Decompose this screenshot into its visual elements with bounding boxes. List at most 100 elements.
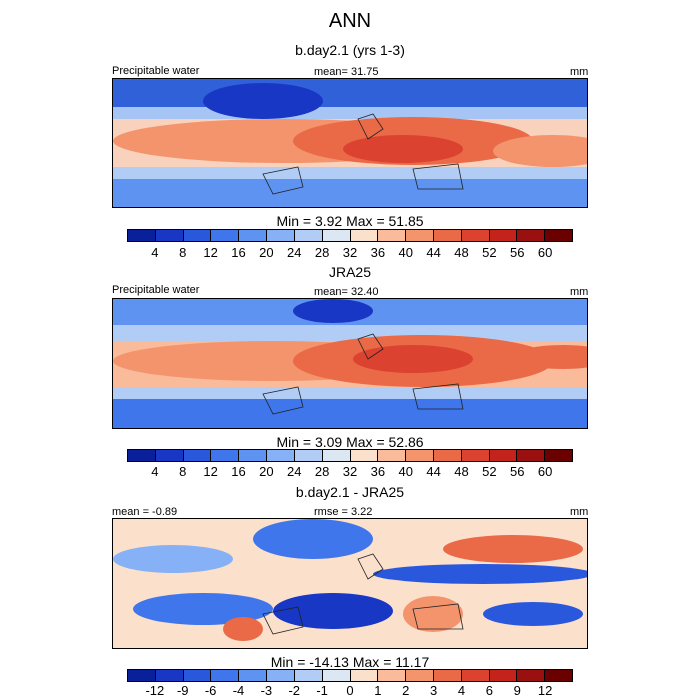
panel-2-colorbar-ticks: 4 8 12 16 20 24 28 32 36 40 44 48 52 56 60 bbox=[127, 464, 573, 480]
panel-2-warm-core bbox=[353, 345, 473, 373]
panel-3-warm-npac bbox=[443, 535, 583, 563]
colorbar-tick-label: -4 bbox=[232, 683, 245, 698]
colorbar-swatch bbox=[461, 230, 490, 241]
colorbar-tick-label: 60 bbox=[537, 245, 553, 260]
panel-3-cold-north bbox=[253, 519, 373, 559]
colorbar-tick-label: 40 bbox=[398, 464, 413, 479]
colorbar-tick-label: -1 bbox=[316, 683, 328, 698]
colorbar-tick-label: 16 bbox=[231, 464, 246, 479]
panel-3-map bbox=[112, 518, 588, 649]
panel-3-colorbar-ticks: -12 -9 -6 -4 -3 -2 -1 0 1 2 3 4 6 9 12 bbox=[127, 683, 573, 699]
colorbar-swatch bbox=[128, 670, 156, 681]
colorbar-swatch bbox=[155, 450, 184, 461]
colorbar-swatch bbox=[155, 230, 184, 241]
panel-2-minmax: Min = 3.09 Max = 52.86 bbox=[276, 434, 424, 450]
panel-3-warm-australia bbox=[403, 596, 463, 632]
panel-2-title: JRA25 bbox=[328, 264, 372, 280]
colorbar-swatch bbox=[489, 450, 518, 461]
panel-2-units: mm bbox=[570, 286, 589, 298]
panel-2-warm-east bbox=[513, 345, 587, 369]
colorbar-swatch bbox=[267, 230, 295, 241]
colorbar-tick-label: 9 bbox=[513, 683, 521, 698]
colorbar-tick-label: 48 bbox=[454, 464, 469, 479]
colorbar-swatch bbox=[128, 450, 156, 461]
colorbar-tick-label: 32 bbox=[342, 245, 358, 260]
colorbar-tick-label: 48 bbox=[454, 245, 469, 260]
colorbar-tick-label: 52 bbox=[482, 464, 497, 479]
colorbar-swatch bbox=[545, 670, 572, 681]
panel-1-title: b.day2.1 (yrs 1-3) bbox=[295, 42, 405, 58]
colorbar-swatch bbox=[183, 230, 212, 241]
colorbar-tick-label: 3 bbox=[430, 683, 438, 698]
panel-1-mean-label: mean= 31.75 bbox=[314, 66, 379, 78]
colorbar-tick-label: 16 bbox=[231, 245, 246, 260]
panel-1-units: mm bbox=[570, 66, 589, 78]
colorbar-swatch bbox=[433, 670, 462, 681]
panel-2-band-c bbox=[113, 387, 587, 401]
colorbar-swatch bbox=[267, 670, 295, 681]
colorbar-tick-label: 44 bbox=[426, 464, 441, 479]
colorbar-swatch bbox=[517, 450, 546, 461]
colorbar-swatch bbox=[489, 670, 518, 681]
panel-2-cold-pole bbox=[293, 299, 373, 323]
colorbar-tick-label: 4 bbox=[151, 464, 159, 479]
colorbar-swatch bbox=[183, 450, 212, 461]
colorbar-swatch bbox=[545, 450, 572, 461]
figure-title: ANN bbox=[328, 10, 372, 32]
colorbar-tick-label: 24 bbox=[287, 464, 302, 479]
panel-3-cool-west bbox=[113, 545, 233, 573]
colorbar-tick-label: 20 bbox=[259, 464, 274, 479]
colorbar-tick-label: 8 bbox=[179, 464, 187, 479]
panel-1-minmax: Min = 3.92 Max = 51.85 bbox=[276, 213, 424, 229]
colorbar-swatch bbox=[128, 230, 156, 241]
panel-1-map bbox=[112, 78, 588, 208]
panel-1-field bbox=[113, 79, 587, 207]
panel-2-coastlines bbox=[262, 333, 464, 415]
colorbar-tick-label: 56 bbox=[510, 245, 525, 260]
colorbar-tick-label: 28 bbox=[314, 245, 330, 260]
colorbar-swatch bbox=[322, 450, 351, 461]
colorbar-tick-label: 36 bbox=[370, 245, 386, 260]
colorbar-swatch bbox=[406, 670, 434, 681]
colorbar-swatch bbox=[322, 670, 351, 681]
colorbar-swatch bbox=[211, 670, 240, 681]
panel-2-map bbox=[112, 298, 588, 429]
panel-1-colorbar-ticks: 4 8 12 16 20 24 28 32 36 40 44 48 52 56 60 bbox=[127, 245, 573, 261]
colorbar-swatch bbox=[183, 670, 212, 681]
panel-3-cold-equator bbox=[373, 564, 587, 584]
panel-1-warm-east bbox=[493, 135, 587, 167]
panel-3-field bbox=[113, 519, 587, 648]
colorbar-swatch bbox=[517, 230, 546, 241]
colorbar-swatch bbox=[545, 230, 572, 241]
colorbar-tick-label: -9 bbox=[176, 683, 189, 698]
colorbar-tick-label: -6 bbox=[204, 683, 217, 698]
colorbar-tick-label: 1 bbox=[374, 683, 382, 698]
colorbar-swatch bbox=[239, 230, 268, 241]
colorbar-swatch bbox=[406, 230, 434, 241]
colorbar-tick-label: 6 bbox=[485, 683, 493, 698]
panel-1-warm-core bbox=[343, 135, 463, 163]
colorbar-swatch bbox=[211, 230, 240, 241]
panel-3-warm-africa bbox=[223, 617, 263, 641]
panel-1-south-band bbox=[113, 179, 587, 207]
colorbar-tick-label: 28 bbox=[314, 464, 330, 479]
colorbar-tick-label: -2 bbox=[288, 683, 301, 698]
colorbar-tick-label: 24 bbox=[287, 245, 302, 260]
colorbar-tick-label: 56 bbox=[510, 464, 525, 479]
colorbar-swatch bbox=[461, 670, 490, 681]
colorbar-tick-label: 4 bbox=[151, 245, 159, 260]
colorbar-tick-label: 2 bbox=[402, 683, 410, 698]
colorbar-tick-label: 20 bbox=[259, 245, 274, 260]
colorbar-swatch bbox=[378, 230, 407, 241]
colorbar-swatch bbox=[489, 230, 518, 241]
colorbar-tick-label: 8 bbox=[179, 245, 187, 260]
colorbar-tick-label: 32 bbox=[342, 464, 358, 479]
colorbar-tick-label: 36 bbox=[370, 464, 386, 479]
colorbar-tick-label: 12 bbox=[203, 464, 218, 479]
panel-3-rmse-label: rmse = 3.22 bbox=[314, 506, 373, 518]
panel-3-cold-indian bbox=[273, 593, 393, 629]
panel-2-south-band bbox=[113, 399, 587, 428]
colorbar-tick-label: -12 bbox=[145, 683, 165, 698]
panel-1-cold-pole bbox=[203, 83, 323, 119]
panel-3-units: mm bbox=[570, 506, 589, 518]
